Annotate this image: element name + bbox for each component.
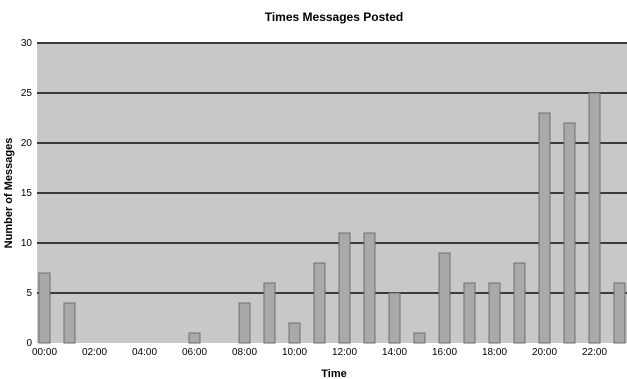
y-axis-label: Number of Messages	[3, 138, 15, 249]
bar-1300	[363, 232, 376, 344]
bar-2200	[588, 92, 601, 344]
y-tick-labels: 0 5 10 15 20 25 30	[21, 38, 33, 349]
bar-1800	[488, 282, 501, 344]
bar-2000	[538, 112, 551, 344]
bar-0000	[38, 272, 51, 344]
x-tick-label: 16:00	[432, 347, 457, 358]
bar-1900	[513, 262, 526, 344]
bar-0800	[238, 302, 251, 344]
y-tick-label: 5	[26, 288, 32, 299]
bar-1200	[338, 232, 351, 344]
bar-1000	[288, 322, 301, 344]
bar-1500	[413, 332, 426, 344]
x-tick-label: 10:00	[282, 347, 307, 358]
x-tick-label: 14:00	[382, 347, 407, 358]
chart-title: Times Messages Posted	[265, 10, 404, 24]
bar-1100	[313, 262, 326, 344]
y-tick-label: 20	[21, 138, 33, 149]
x-tick-label: 02:00	[82, 347, 107, 358]
bar-2100	[563, 122, 576, 344]
grid-lines	[37, 42, 627, 294]
bar-1400	[388, 292, 401, 344]
bar-0100	[63, 302, 76, 344]
y-tick-label: 10	[21, 238, 33, 249]
bar-0900	[263, 282, 276, 344]
bar-0600	[188, 332, 201, 344]
bar-1600	[438, 252, 451, 344]
bars	[38, 92, 626, 344]
x-tick-label: 04:00	[132, 347, 157, 358]
y-tick-label: 25	[21, 88, 33, 99]
bar-1700	[463, 282, 476, 344]
x-tick-label: 00:00	[32, 347, 57, 358]
x-tick-label: 20:00	[532, 347, 557, 358]
x-tick-label: 18:00	[482, 347, 507, 358]
y-tick-label: 15	[21, 188, 33, 199]
x-tick-label: 06:00	[182, 347, 207, 358]
y-tick-label: 30	[21, 38, 33, 49]
y-tick-label: 0	[26, 338, 32, 349]
x-tick-label: 12:00	[332, 347, 357, 358]
x-tick-labels: 00:00 02:00 04:00 06:00 08:00 10:00 12:00 14:00…	[32, 347, 607, 358]
x-axis-label: Time	[321, 368, 346, 379]
bar-2300	[613, 282, 626, 344]
x-tick-label: 22:00	[582, 347, 607, 358]
x-tick-label: 08:00	[232, 347, 257, 358]
